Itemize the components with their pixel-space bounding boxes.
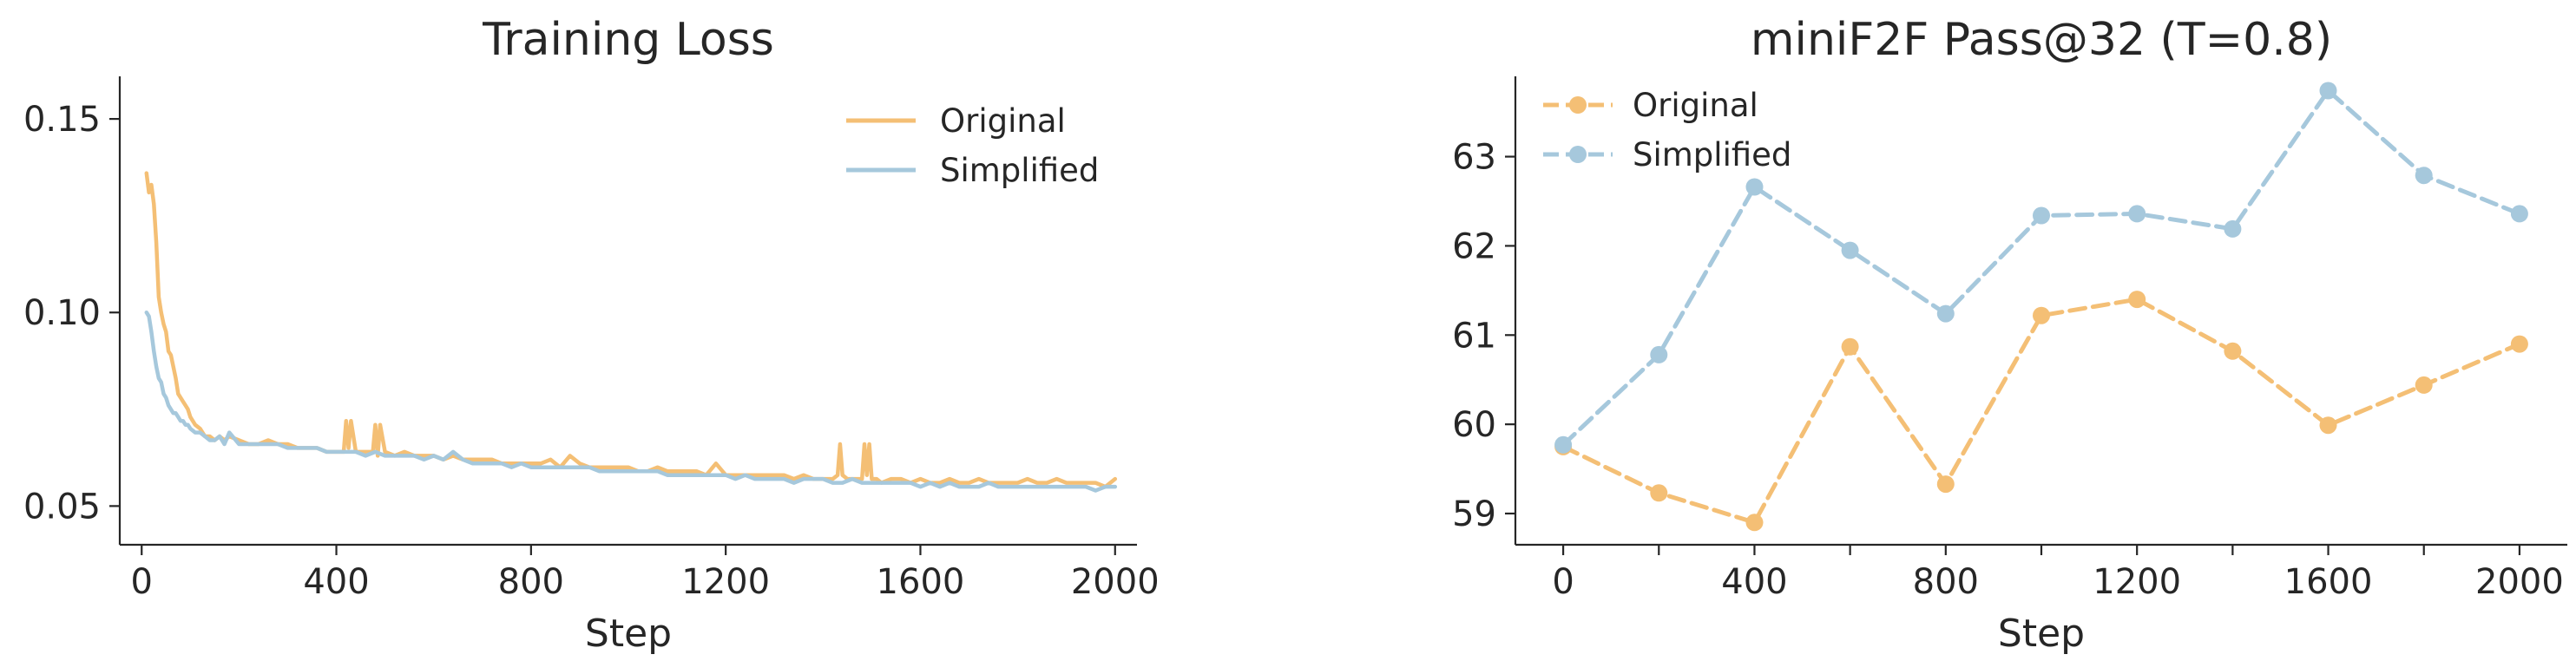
data-point-original (1936, 475, 1955, 494)
legend-label-simplified: Simplified (940, 152, 1099, 189)
x-tick-label: 1600 (2284, 562, 2373, 602)
x-axis-label: Step (1998, 612, 2085, 656)
legend-marker-simplified (1569, 146, 1587, 163)
x-tick-label: 1600 (877, 562, 965, 602)
data-point-original (2128, 291, 2146, 309)
chart-title: miniF2F Pass@32 (T=0.8) (1751, 14, 2332, 66)
data-point-simplified (1650, 345, 1668, 363)
data-point-original (2033, 306, 2050, 324)
legend-label-simplified: Simplified (1633, 136, 1791, 173)
chart-title: Training Loss (482, 14, 774, 66)
y-axis-ticks: 59 60 61 62 63 (1452, 138, 1515, 534)
x-tick-label: 2000 (2475, 562, 2564, 602)
data-point-original (2415, 376, 2433, 394)
data-point-original (1745, 514, 1764, 532)
x-tick-label: 400 (1721, 562, 1787, 602)
x-tick-label: 0 (131, 562, 153, 602)
data-point-original (1650, 484, 1668, 502)
series-lines (1554, 82, 2528, 532)
legend-label-original: Original (940, 102, 1066, 140)
y-tick-label: 0.05 (23, 487, 101, 527)
y-tick-label: 62 (1452, 226, 1496, 266)
data-point-simplified (2319, 82, 2337, 100)
x-tick-label: 1200 (681, 562, 770, 602)
y-tick-label: 0.15 (23, 100, 101, 140)
data-point-simplified (1936, 304, 1955, 323)
legend: Original Simplified (1543, 87, 1791, 173)
data-point-simplified (1841, 241, 1859, 259)
x-tick-label: 800 (1913, 562, 1979, 602)
data-point-simplified (2128, 205, 2146, 223)
series-line-original (1561, 297, 2522, 525)
data-point-original (2510, 335, 2528, 353)
x-tick-label: 2000 (1071, 562, 1160, 602)
x-axis-ticks: 0 400 800 1200 1600 2000 (1552, 545, 2564, 602)
y-tick-label: 63 (1452, 138, 1496, 178)
training-loss-chart: Training Loss 0 400 800 1200 1600 2000 0.050.… (23, 14, 1160, 656)
data-point-original (1841, 337, 1859, 356)
series-lines (144, 171, 1118, 493)
data-point-simplified (2510, 205, 2528, 223)
x-tick-label: 400 (303, 562, 369, 602)
y-tick-label: 60 (1452, 405, 1496, 445)
legend-marker-original (1569, 96, 1587, 114)
data-point-simplified (2033, 206, 2050, 225)
data-point-simplified (1745, 178, 1764, 196)
data-point-simplified (2224, 219, 2242, 238)
x-tick-label: 0 (1552, 562, 1574, 602)
y-tick-label: 59 (1452, 494, 1496, 534)
x-tick-label: 800 (498, 562, 564, 602)
series-line-simplified (144, 310, 1118, 493)
y-tick-label: 0.10 (23, 293, 101, 333)
x-tick-label: 1200 (2093, 562, 2181, 602)
minif2f-pass-chart: miniF2F Pass@32 (T=0.8) 0 400 800 1200 1600 2… (1452, 14, 2567, 656)
series-line-original (144, 171, 1118, 489)
data-point-simplified (1554, 435, 1573, 454)
data-point-simplified (2415, 167, 2433, 185)
data-point-original (2319, 416, 2337, 435)
y-tick-label: 61 (1452, 316, 1496, 356)
x-axis-label: Step (585, 612, 672, 656)
legend: Original Simplified (846, 102, 1099, 189)
y-axis-ticks: 0.05 0.10 0.15 (23, 100, 120, 527)
x-axis-ticks: 0 400 800 1200 1600 2000 (131, 545, 1160, 602)
data-point-original (2224, 342, 2242, 360)
legend-label-original: Original (1633, 87, 1758, 124)
